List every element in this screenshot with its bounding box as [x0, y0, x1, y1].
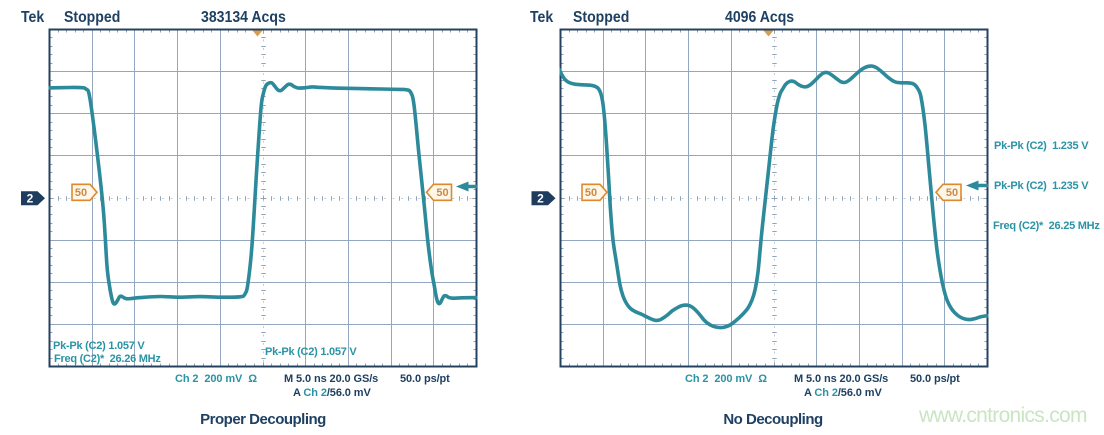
svg-text:2: 2 — [27, 192, 34, 206]
svg-text:50: 50 — [946, 187, 958, 199]
svg-text:50: 50 — [585, 187, 597, 199]
svg-text:2: 2 — [537, 192, 544, 206]
svg-text:50: 50 — [436, 187, 448, 199]
svg-text:50: 50 — [75, 187, 87, 199]
